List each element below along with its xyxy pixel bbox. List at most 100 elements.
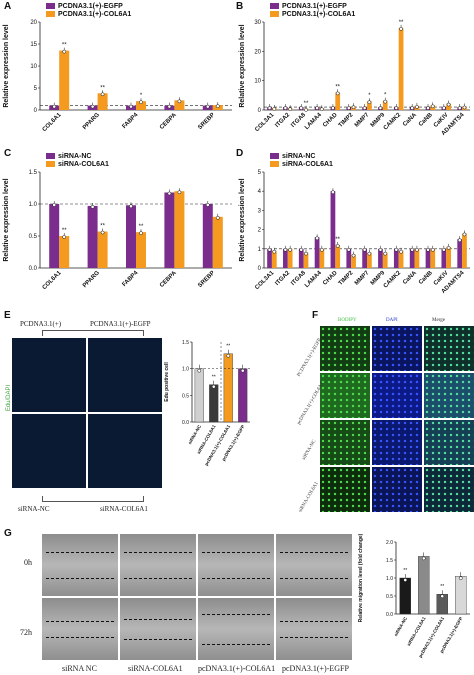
wound-image: [276, 534, 352, 596]
data-point: [446, 102, 451, 107]
bar: [398, 250, 404, 268]
data-point: [335, 244, 340, 248]
x-tick-label: CaNA: [402, 270, 418, 286]
bar: [174, 191, 185, 268]
data-point: [415, 105, 419, 109]
g-group-2: siRNA-COL6A1: [128, 664, 183, 673]
bar: [378, 248, 383, 268]
y-tick-label: 2.0: [386, 540, 393, 546]
edu-image-2: [88, 338, 162, 412]
data-point: [167, 191, 172, 196]
data-point: [346, 106, 351, 110]
data-point: [410, 247, 415, 252]
bar: [414, 248, 420, 268]
data-point: [430, 247, 435, 252]
legend-entry: siRNA-NC: [58, 153, 91, 160]
y-tick-label: 1: [258, 247, 262, 253]
data-point: [457, 106, 462, 110]
bar: [136, 101, 146, 110]
x-tick-label: siRNA-NC: [187, 423, 202, 445]
x-tick-label: MMP7: [354, 270, 371, 287]
bar: [367, 101, 372, 110]
data-point: [462, 232, 467, 237]
chart-c: 0.0 0.5 1.0 1.5 Relative expression level ** C…: [3, 153, 232, 291]
wound-image: [42, 598, 118, 660]
bar: [446, 246, 451, 268]
data-point: [177, 190, 182, 195]
x-tick-label: ITGA2: [274, 270, 291, 287]
panel-label-b: B: [236, 1, 244, 12]
wound-edge-line: [202, 552, 270, 553]
x-tick-label: COL3A1: [254, 112, 275, 133]
edu-image-1: [12, 338, 86, 412]
bar: [441, 248, 447, 268]
y-tick-label: 0.0: [182, 420, 189, 426]
legend-entry: siRNA-COL6A1: [282, 161, 333, 168]
data-point: [440, 594, 445, 599]
data-point: [139, 100, 143, 105]
y-tick-label: 5: [34, 86, 38, 92]
chart-g-migration: 0.0 0.5 1.0 1.5 2.0 Relative migration level …: [358, 534, 470, 658]
bar: [335, 244, 341, 268]
data-point: [272, 249, 277, 254]
data-point: [394, 247, 399, 252]
edu-bracket-bottom: [42, 496, 144, 502]
panel-label-d: D: [236, 148, 244, 159]
wound-image: [120, 598, 196, 660]
wound-edge-line: [202, 578, 270, 579]
y-axis-label: Relative expression level: [239, 178, 246, 261]
fluorescence-tile: [372, 467, 422, 512]
data-point: [90, 205, 95, 209]
bar: [164, 192, 175, 268]
significance-mark: **: [212, 375, 216, 381]
wound-edge-line: [202, 614, 270, 615]
significance-mark: **: [304, 101, 309, 107]
legend-swatch: [46, 153, 55, 159]
wound-image: [198, 534, 274, 596]
x-tick-label: COL6A1: [42, 112, 63, 133]
data-point: [351, 105, 356, 110]
x-tick-label: SREBP: [197, 112, 216, 131]
data-point: [457, 238, 462, 243]
data-point: [129, 204, 133, 209]
legend-swatch: [270, 11, 279, 17]
bar: [314, 237, 320, 268]
chart-b: 0 10 20 30 Relative expression level COL3A1 IT…: [239, 3, 470, 137]
chart-a: 0 5 10 15 20 Relative expression level ** COL6A…: [3, 3, 232, 133]
bar: [209, 384, 219, 423]
x-tick-label: CAMK2: [383, 112, 403, 132]
fluorescence-tile: [320, 326, 370, 371]
x-tick-label: siRNA-NC: [393, 615, 408, 637]
y-tick-label: 0: [34, 108, 38, 114]
data-point: [100, 230, 105, 235]
data-point: [283, 247, 288, 252]
wound-edge-line: [46, 637, 114, 638]
y-tick-label: 0.0: [386, 612, 393, 618]
f-header-merge: Merge: [432, 318, 445, 323]
y-axis-label: Relative migration level (fold change): [358, 534, 364, 622]
f-image-grid: [320, 326, 474, 516]
wound-edge-line: [124, 552, 192, 553]
f-header-bodipy: BODIPY: [338, 318, 357, 323]
x-tick-label: ITGA2: [274, 112, 291, 129]
x-tick-label: LAMA4: [304, 270, 323, 289]
x-tick-label: CAMK2: [383, 270, 403, 290]
bar: [271, 250, 277, 268]
y-tick-label: 0.5: [29, 234, 38, 240]
y-tick-label: 4: [258, 189, 262, 195]
bar: [436, 594, 448, 615]
x-tick-label: siRNA-COL6A1: [406, 616, 427, 647]
y-axis-label: Relative expression level: [3, 24, 10, 107]
data-point: [335, 91, 340, 96]
bar: [399, 577, 412, 615]
significance-mark: **: [399, 20, 404, 26]
data-point: [177, 99, 182, 104]
significance-mark: **: [335, 84, 340, 90]
g-time-72h: 72h: [20, 628, 32, 637]
fluorescence-tile: [320, 373, 370, 418]
y-tick-label: 10: [254, 79, 261, 85]
edu-label-bottom-right: siRNA-COL6A1: [100, 505, 148, 513]
y-axis-label: Relative expression level: [239, 24, 246, 107]
data-point: [288, 247, 292, 252]
data-point: [410, 106, 415, 110]
